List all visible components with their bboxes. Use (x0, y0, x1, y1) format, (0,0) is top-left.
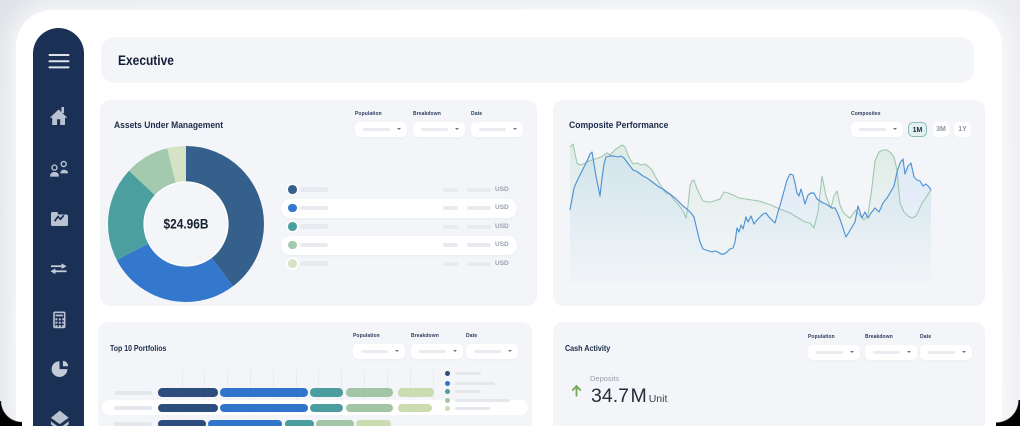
svg-text:$24.96B: $24.96B (164, 217, 209, 232)
